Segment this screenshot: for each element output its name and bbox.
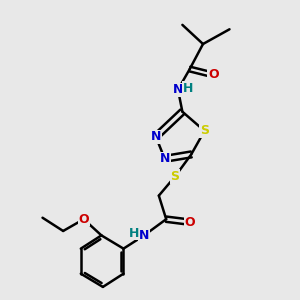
Text: N: N [151,130,161,143]
Text: S: S [170,170,179,183]
Text: S: S [200,124,209,137]
Text: N: N [139,229,149,242]
Text: N: N [160,152,170,165]
Text: O: O [208,68,219,81]
Text: O: O [78,213,89,226]
Text: N: N [173,83,183,96]
Text: H: H [129,226,139,239]
Text: H: H [183,82,194,95]
Text: O: O [184,216,195,229]
